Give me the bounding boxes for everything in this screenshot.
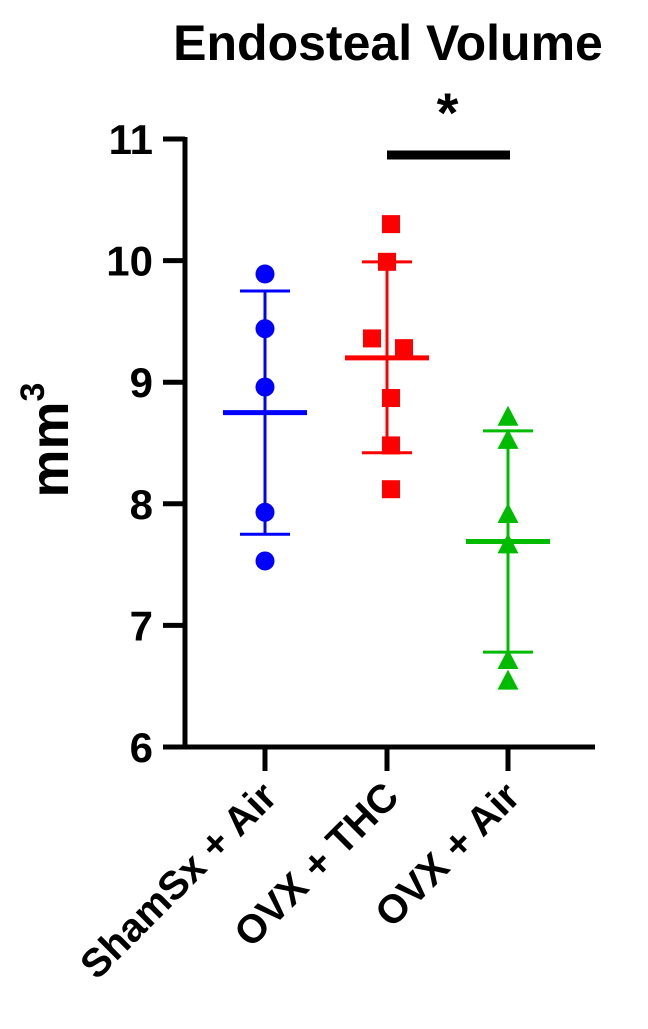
data-point-triangle [497, 648, 519, 669]
data-point-triangle [497, 405, 519, 426]
data-point-circle [255, 264, 275, 284]
series-group [466, 405, 550, 690]
data-point-square [382, 215, 400, 234]
y-tick-label: 11 [109, 116, 153, 163]
y-axis-label-text: mm [20, 401, 80, 497]
data-point-circle [255, 377, 275, 397]
series-group [223, 264, 307, 571]
significance-star: * [437, 81, 459, 144]
data-point-triangle [497, 428, 519, 449]
svg-text:mm3: mm3 [14, 383, 80, 498]
data-point-circle [255, 502, 275, 522]
y-axis-label-superscript: 3 [14, 383, 52, 402]
x-tick-label: ShamSx + Air [72, 774, 285, 987]
data-point-circle [255, 319, 275, 339]
x-tick-label-group: ShamSx + Air [72, 774, 285, 987]
data-point-circle [255, 551, 275, 571]
data-point-triangle [497, 533, 519, 554]
y-tick-label: 7 [130, 602, 153, 649]
data-point-square [378, 252, 396, 271]
data-series [223, 215, 550, 690]
data-point-square [395, 339, 413, 358]
data-point-square [363, 329, 381, 348]
axes: 6 7 8 9 10 11 [106, 116, 595, 771]
significance-annotation: * [387, 81, 510, 160]
y-tick-label: 8 [130, 481, 153, 528]
data-point-square [382, 480, 400, 499]
data-point-triangle [497, 503, 519, 524]
y-axis-title: mm3 [14, 383, 80, 498]
data-point-square [382, 436, 400, 455]
data-point-triangle [497, 669, 519, 690]
y-tick-label: 6 [130, 724, 153, 771]
series-group [345, 215, 429, 499]
data-point-square [382, 389, 400, 408]
y-tick-label: 10 [106, 238, 153, 285]
chart-title: Endosteal Volume [173, 15, 603, 71]
y-tick-label: 9 [130, 359, 153, 406]
